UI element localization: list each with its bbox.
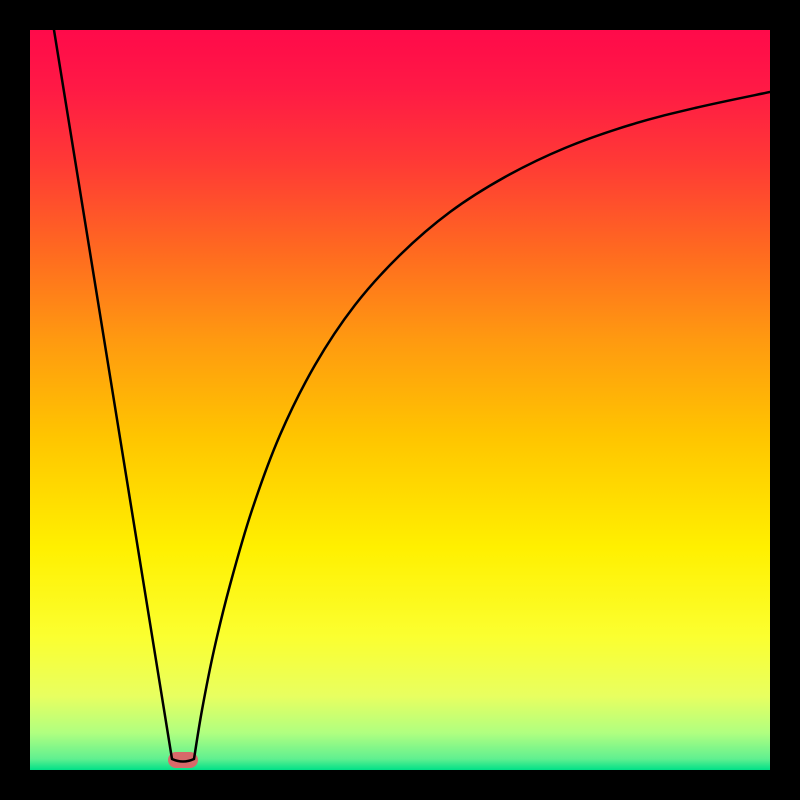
border-left	[0, 0, 30, 800]
bottleneck-curve	[30, 30, 770, 770]
border-top	[0, 0, 800, 30]
chart-frame: TheBottleneck.com	[0, 0, 800, 800]
plot-area	[30, 30, 770, 770]
border-right	[770, 0, 800, 800]
border-bottom	[0, 770, 800, 800]
